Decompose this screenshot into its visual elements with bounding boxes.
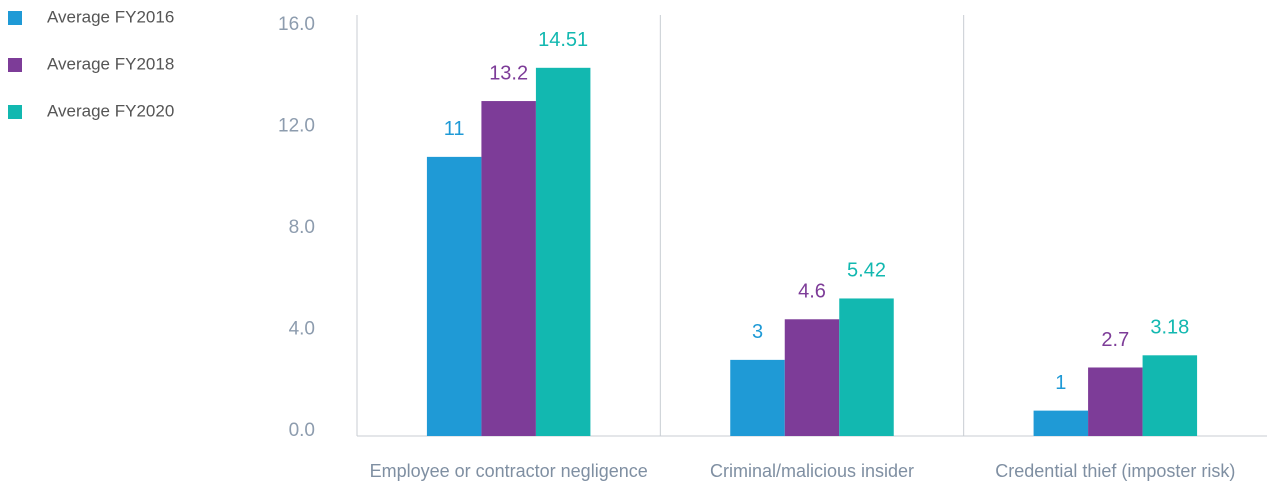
bar [1142,355,1198,436]
y-tick-label: 12.0 [278,116,315,137]
bar [426,156,482,436]
legend-label: Average FY2020 [47,101,174,120]
legend-swatch [8,58,22,72]
y-tick-label: 8.0 [289,217,315,238]
bar [1088,367,1143,436]
value-label: 13.2 [489,62,528,84]
value-label: 4.6 [798,281,826,303]
value-label: 11 [444,118,465,140]
legend-swatch [8,11,22,25]
x-tick-label: Criminal/malicious insider [710,461,914,481]
value-label: 3.18 [1150,317,1189,339]
y-tick-label: 4.0 [289,319,315,340]
y-tick-label: 0.0 [289,420,315,441]
legend-swatch [8,105,22,119]
value-label: 2.7 [1101,329,1129,351]
legend-label: Average FY2018 [47,54,174,73]
value-label: 5.42 [847,260,886,282]
bar [839,298,894,436]
legend-label: Average FY2016 [47,7,174,26]
x-tick-label: Credential thief (imposter risk) [995,461,1235,481]
y-tick-label: 16.0 [278,14,315,35]
bar [481,101,536,437]
value-label: 14.51 [538,29,588,51]
bar [784,319,840,436]
value-label: 3 [752,321,763,343]
bar [1033,410,1089,436]
x-tick-label: Employee or contractor negligence [370,461,648,481]
value-label: 1 [1055,372,1066,394]
bar [535,67,591,436]
bar [730,359,785,436]
